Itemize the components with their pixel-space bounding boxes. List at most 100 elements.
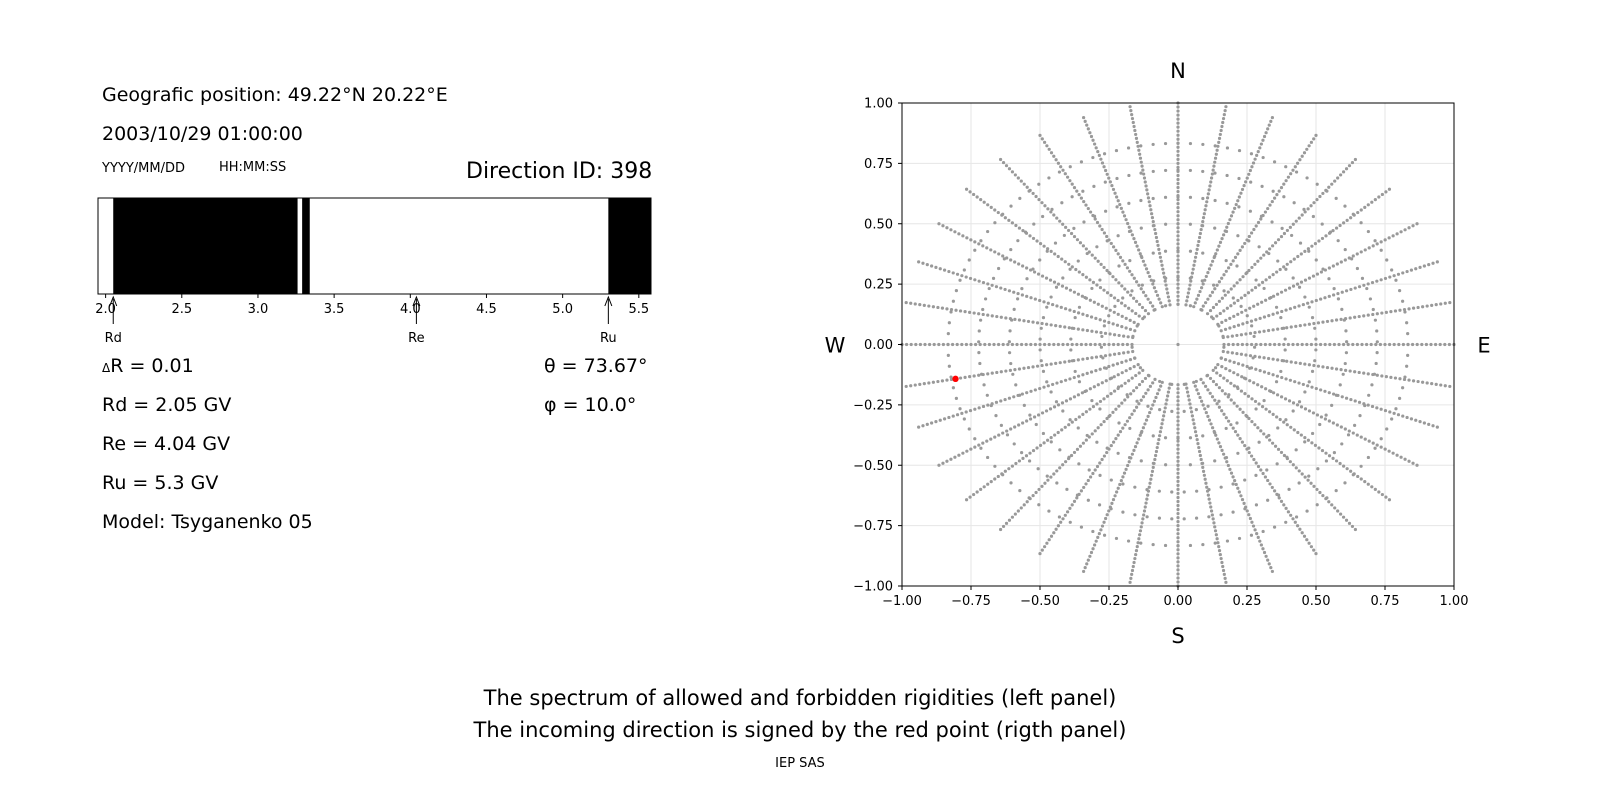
direction-point <box>1292 257 1296 261</box>
direction-point <box>1248 331 1253 335</box>
direction-point <box>1245 238 1249 242</box>
direction-point <box>1403 375 1407 379</box>
direction-point <box>1232 371 1236 375</box>
direction-point <box>1047 176 1051 180</box>
direction-point <box>1402 377 1407 382</box>
direction-point <box>1325 365 1330 370</box>
direction-point <box>1229 262 1233 266</box>
direction-point <box>1301 302 1305 307</box>
direction-point <box>1288 225 1292 229</box>
direction-point <box>1126 335 1130 339</box>
direction-point <box>1236 362 1241 366</box>
direction-point <box>1270 569 1274 574</box>
direction-point <box>1087 468 1091 472</box>
direction-point <box>1131 120 1135 125</box>
direction-point <box>1259 543 1263 547</box>
direction-point <box>1091 547 1095 551</box>
direction-point <box>1273 444 1278 448</box>
direction-point <box>1132 276 1136 280</box>
direction-point <box>949 307 954 312</box>
direction-point <box>1264 387 1268 391</box>
direction-point <box>1268 247 1272 251</box>
direction-point <box>1405 321 1409 325</box>
direction-point <box>1275 415 1279 419</box>
direction-point <box>1117 333 1121 338</box>
direction-point <box>1203 278 1207 282</box>
direction-point <box>1282 182 1286 186</box>
direction-point <box>1046 247 1050 251</box>
direction-point <box>1019 506 1023 510</box>
direction-point <box>1199 457 1203 462</box>
direction-point <box>958 278 962 282</box>
direction-point <box>1339 173 1343 177</box>
direction-point <box>964 342 969 347</box>
direction-point <box>1226 290 1230 294</box>
direction-point <box>1033 342 1037 347</box>
direction-point <box>1228 467 1232 471</box>
direction-point <box>1438 342 1442 347</box>
direction-point <box>1022 503 1026 507</box>
direction-point <box>1321 191 1325 196</box>
direction-point <box>1066 510 1070 514</box>
direction-point <box>1029 342 1033 347</box>
direction-point <box>1245 342 1249 347</box>
direction-point <box>1202 212 1206 216</box>
direction-point <box>972 492 976 497</box>
direction-point <box>1301 382 1305 387</box>
direction-point <box>1270 220 1274 224</box>
direction-point <box>1091 280 1096 285</box>
direction-point <box>922 382 926 386</box>
direction-point <box>994 285 999 289</box>
direction-point <box>1047 342 1051 347</box>
direction-point <box>1094 146 1098 150</box>
delta-symbol: Δ <box>102 361 111 375</box>
direction-point <box>1218 373 1222 378</box>
direction-point <box>1359 435 1363 439</box>
direction-point <box>1060 284 1065 288</box>
direction-point <box>986 372 990 376</box>
direction-point <box>1056 342 1060 347</box>
direction-point <box>1266 558 1270 562</box>
direction-point <box>1123 287 1127 291</box>
direction-point <box>1223 456 1227 460</box>
direction-point <box>1151 196 1155 201</box>
direction-point <box>1323 342 1327 347</box>
direction-point <box>1375 329 1379 333</box>
direction-point <box>999 423 1003 427</box>
direction-point <box>1141 290 1146 294</box>
direction-point <box>1234 482 1238 487</box>
direction-point <box>1267 562 1271 566</box>
direction-point <box>1153 308 1157 312</box>
direction-point <box>1327 266 1331 270</box>
direction-point <box>1403 228 1407 232</box>
direction-point <box>1366 403 1370 407</box>
direction-point <box>1095 245 1099 249</box>
direction-point <box>1201 304 1205 308</box>
direction-point <box>1334 226 1339 230</box>
direction-point <box>1040 548 1044 552</box>
direction-point <box>1176 117 1180 121</box>
direction-point <box>1170 490 1174 494</box>
direction-point <box>1283 337 1287 341</box>
direction-point <box>1224 426 1228 431</box>
direction-point <box>989 205 993 209</box>
direction-point <box>992 342 996 347</box>
direction-point <box>1206 404 1210 408</box>
direction-point <box>1137 283 1141 287</box>
direction-point <box>1217 140 1221 144</box>
direction-point <box>1032 222 1036 226</box>
direction-point <box>1075 447 1080 451</box>
direction-point <box>1148 481 1152 485</box>
direction-point <box>1204 274 1208 279</box>
direction-point <box>1285 326 1289 330</box>
direction-point <box>997 252 1001 256</box>
direction-point <box>1227 342 1231 347</box>
direction-point <box>1123 398 1127 402</box>
direction-point <box>1074 267 1078 272</box>
direction-point <box>1212 521 1216 525</box>
direction-point <box>1208 376 1213 381</box>
direction-point <box>1079 196 1083 200</box>
direction-point <box>1448 300 1452 305</box>
direction-point <box>1066 342 1070 347</box>
direction-point <box>1222 233 1226 237</box>
